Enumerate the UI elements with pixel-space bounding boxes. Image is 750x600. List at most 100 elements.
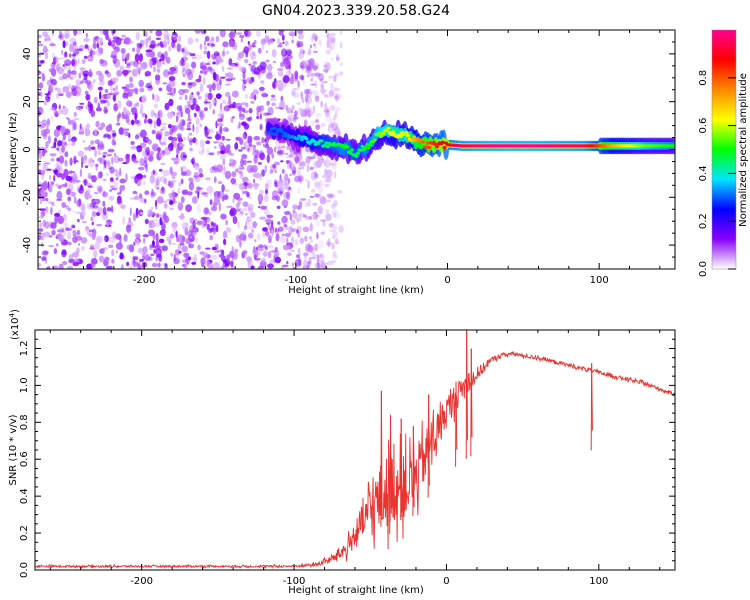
noise-blob — [312, 65, 319, 69]
noise-blob — [45, 141, 49, 149]
noise-blob — [169, 200, 174, 206]
noise-blob — [120, 48, 126, 54]
noise-blob — [76, 86, 82, 95]
noise-blob — [276, 68, 284, 71]
noise-blob — [229, 158, 233, 164]
noise-blob — [271, 220, 274, 228]
noise-blob — [143, 181, 146, 185]
noise-blob — [43, 164, 48, 171]
noise-blob — [187, 37, 194, 45]
noise-blob — [221, 135, 225, 141]
noise-blob — [197, 110, 205, 114]
noise-blob — [72, 234, 77, 237]
snr-ylabel: SNR (10 * v/v) — [8, 414, 19, 485]
noise-blob — [170, 171, 178, 177]
noise-blob — [65, 175, 73, 182]
noise-blob — [264, 193, 269, 203]
noise-blob — [184, 94, 188, 101]
noise-blob — [329, 36, 336, 44]
noise-blob — [288, 61, 291, 71]
noise-blob — [81, 156, 84, 165]
noise-blob — [324, 168, 328, 175]
noise-blob — [281, 199, 289, 207]
noise-blob — [326, 193, 333, 198]
noise-blob — [228, 104, 236, 109]
noise-blob — [260, 91, 267, 94]
noise-blob — [49, 44, 56, 47]
noise-blob — [176, 113, 181, 116]
noise-blob — [255, 252, 261, 256]
noise-blob — [144, 147, 149, 150]
noise-blob — [39, 72, 44, 75]
noise-blob — [309, 166, 314, 170]
noise-blob — [286, 245, 292, 251]
colorbar-ticks: 0.0 0.2 0.4 0.6 0.8 — [698, 29, 737, 277]
noise-blob — [274, 161, 280, 166]
noise-blob — [226, 72, 234, 78]
noise-blob — [257, 247, 261, 253]
noise-blob — [312, 202, 318, 206]
noise-blob — [314, 243, 318, 251]
noise-blob — [266, 245, 274, 249]
noise-blob — [303, 259, 308, 267]
noise-blob — [250, 211, 256, 218]
noise-blob — [205, 140, 211, 145]
noise-blob — [197, 96, 202, 100]
noise-blob — [156, 117, 162, 127]
noise-blob — [289, 159, 292, 169]
noise-blob — [61, 202, 67, 208]
noise-blob — [156, 187, 159, 190]
noise-blob — [108, 41, 112, 46]
noise-blob — [207, 92, 213, 100]
noise-blob — [48, 68, 54, 73]
noise-blob — [140, 103, 144, 111]
noise-blob — [115, 250, 119, 254]
noise-blob — [180, 196, 185, 204]
noise-blob — [218, 254, 225, 258]
noise-blob — [301, 166, 305, 169]
noise-blob — [119, 178, 126, 184]
noise-blob — [282, 41, 285, 45]
noise-blob — [116, 200, 123, 206]
noise-blob — [62, 40, 66, 48]
noise-blob — [49, 77, 53, 82]
colorbar-frame — [711, 29, 737, 270]
noise-blob — [250, 92, 255, 100]
noise-blob — [55, 198, 63, 202]
noise-blob — [38, 262, 41, 267]
noise-blob — [132, 190, 137, 195]
noise-blob — [81, 105, 84, 109]
noise-blob — [231, 171, 237, 178]
noise-blob — [326, 40, 331, 49]
noise-blob — [101, 211, 108, 221]
noise-blob — [305, 66, 312, 74]
noise-blob — [307, 47, 312, 55]
noise-blob — [149, 44, 156, 49]
noise-blob — [162, 169, 170, 177]
noise-blob — [323, 64, 328, 69]
noise-blob — [321, 260, 324, 263]
noise-blob — [156, 196, 164, 204]
noise-blob — [108, 195, 115, 201]
noise-blob — [313, 243, 319, 252]
ridge-core — [272, 126, 277, 130]
noise-blob — [268, 235, 272, 244]
noise-blob — [199, 139, 205, 149]
noise-blob — [38, 71, 42, 74]
noise-blob — [85, 80, 92, 85]
noise-blob — [195, 117, 200, 126]
noise-blob — [240, 37, 243, 43]
noise-blob — [61, 173, 65, 180]
noise-blob — [294, 76, 299, 82]
noise-blob — [239, 233, 247, 241]
noise-blob — [181, 245, 189, 253]
noise-blob — [92, 206, 99, 209]
noise-blob — [265, 50, 268, 53]
noise-blob — [98, 143, 105, 151]
noise-blob — [188, 137, 193, 146]
noise-blob — [289, 173, 293, 176]
noise-blob — [244, 59, 249, 64]
noise-blob — [64, 205, 69, 208]
noise-blob — [134, 233, 139, 238]
noise-blob — [298, 170, 301, 177]
